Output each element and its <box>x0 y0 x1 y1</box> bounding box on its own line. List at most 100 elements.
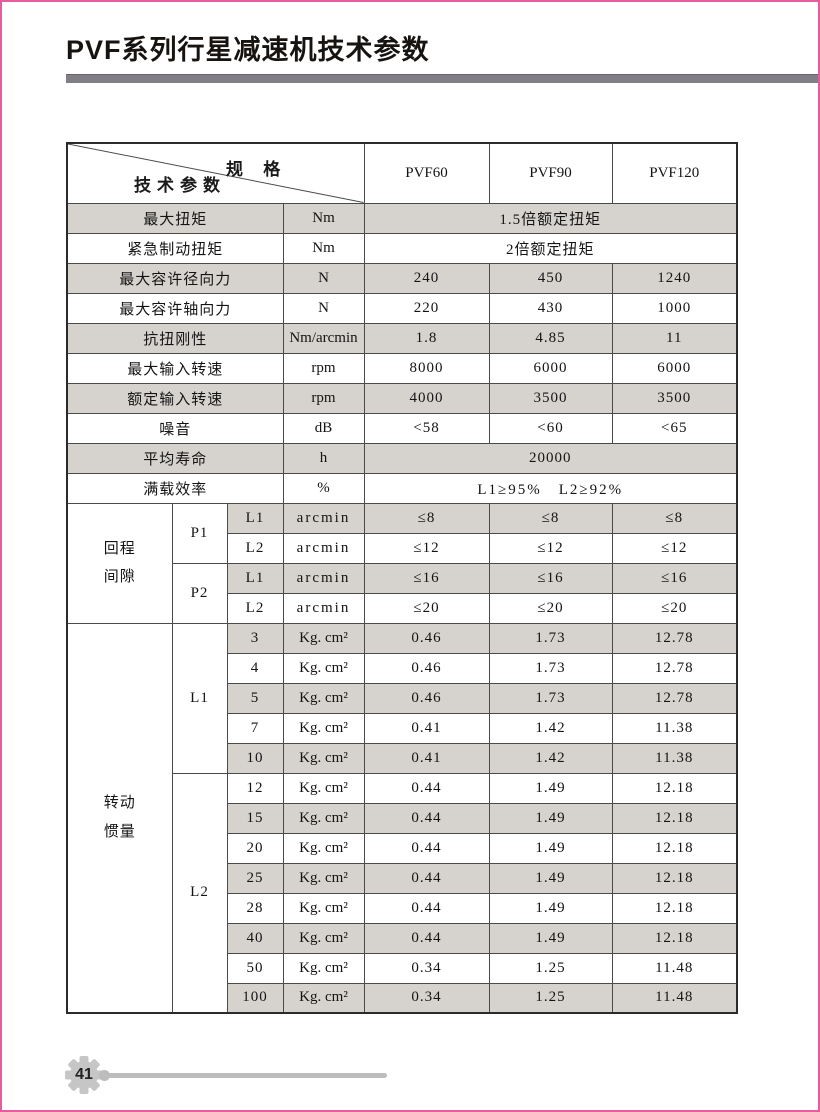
inertia-unit: Kg. cm² <box>282 622 365 654</box>
param-value: 220 <box>363 292 490 324</box>
inertia-value: 0.44 <box>363 862 490 894</box>
backlash-value: ≤8 <box>363 502 490 534</box>
inertia-unit: Kg. cm² <box>282 832 365 864</box>
param-value: 430 <box>488 292 613 324</box>
level-label: L1 <box>226 502 284 534</box>
column-header-pvf60: PVF60 <box>363 142 490 204</box>
param-unit: Nm/arcmin <box>282 322 365 354</box>
inertia-value: 12.78 <box>611 622 738 654</box>
ratio-label: 7 <box>226 712 284 744</box>
param-label: 满载效率 <box>66 472 284 504</box>
ratio-label: 10 <box>226 742 284 774</box>
inertia-unit: Kg. cm² <box>282 802 365 834</box>
inertia-unit: Kg. cm² <box>282 712 365 744</box>
ratio-label: 5 <box>226 682 284 714</box>
param-value: 4000 <box>363 382 490 414</box>
param-label: 抗扭刚性 <box>66 322 284 354</box>
footer-dot <box>99 1070 110 1081</box>
ratio-label: 15 <box>226 802 284 834</box>
inertia-value: 0.34 <box>363 982 490 1014</box>
backlash-value: ≤16 <box>611 562 738 594</box>
ratio-label: 12 <box>226 772 284 804</box>
inertia-value: 0.44 <box>363 772 490 804</box>
param-label: 最大扭矩 <box>66 202 284 234</box>
param-label: 噪音 <box>66 412 284 444</box>
line-label-l1: L1 <box>171 622 228 774</box>
param-label: 紧急制动扭矩 <box>66 232 284 264</box>
backlash-value: ≤20 <box>363 592 490 624</box>
inertia-value: 1.73 <box>488 682 613 714</box>
inertia-value: 12.18 <box>611 772 738 804</box>
ratio-label: 20 <box>226 832 284 864</box>
param-unit: rpm <box>282 352 365 384</box>
footer-rule <box>106 1073 387 1078</box>
level-label: L2 <box>226 532 284 564</box>
inertia-unit: Kg. cm² <box>282 772 365 804</box>
inertia-value: 0.44 <box>363 892 490 924</box>
param-label: 最大输入转速 <box>66 352 284 384</box>
backlash-value: ≤8 <box>611 502 738 534</box>
ratio-label: 25 <box>226 862 284 894</box>
param-value: 4.85 <box>488 322 613 354</box>
inertia-value: 0.44 <box>363 832 490 864</box>
param-value: 1.8 <box>363 322 490 354</box>
param-value: 8000 <box>363 352 490 384</box>
param-value: 1000 <box>611 292 738 324</box>
param-unit: rpm <box>282 382 365 414</box>
inertia-unit: Kg. cm² <box>282 742 365 774</box>
spec-table: 规 格 技术参数 PVF60 PVF90 PVF120 最大扭矩 Nm 1.5倍… <box>66 142 738 1014</box>
inertia-value: 1.49 <box>488 832 613 864</box>
inertia-value: 1.42 <box>488 712 613 744</box>
param-value: 450 <box>488 262 613 294</box>
inertia-value: 11.48 <box>611 982 738 1014</box>
inertia-value: 1.73 <box>488 652 613 684</box>
param-value: 6000 <box>611 352 738 384</box>
backlash-group-label: 回程间隙 <box>66 502 173 624</box>
param-unit: h <box>282 442 365 474</box>
param-unit: dB <box>282 412 365 444</box>
inertia-value: 11.38 <box>611 712 738 744</box>
diagonal-line <box>68 144 363 202</box>
param-value: 3500 <box>488 382 613 414</box>
header-spec-label: 规 格 <box>226 160 289 179</box>
inertia-value: 11.48 <box>611 952 738 984</box>
backlash-value: ≤12 <box>488 532 613 564</box>
inertia-value: 0.41 <box>363 742 490 774</box>
inertia-unit: Kg. cm² <box>282 862 365 894</box>
param-unit: Nm <box>282 232 365 264</box>
param-value: <60 <box>488 412 613 444</box>
param-label: 额定输入转速 <box>66 382 284 414</box>
param-unit: N <box>282 292 365 324</box>
inertia-unit: Kg. cm² <box>282 682 365 714</box>
level-label: L1 <box>226 562 284 594</box>
inertia-value: 0.34 <box>363 952 490 984</box>
page-title: PVF系列行星减速机技术参数 <box>66 35 430 65</box>
param-value: <58 <box>363 412 490 444</box>
param-label: 平均寿命 <box>66 442 284 474</box>
inertia-value: 1.49 <box>488 772 613 804</box>
header-diagonal-cell: 规 格 技术参数 <box>66 142 365 204</box>
backlash-value: ≤20 <box>488 592 613 624</box>
inertia-value: 0.44 <box>363 802 490 834</box>
inertia-value: 1.49 <box>488 802 613 834</box>
inertia-value: 12.18 <box>611 862 738 894</box>
ratio-label: 40 <box>226 922 284 954</box>
param-value: 1240 <box>611 262 738 294</box>
param-unit: % <box>282 472 365 504</box>
inertia-value: 1.25 <box>488 982 613 1014</box>
line-label-l2: L2 <box>171 772 228 1014</box>
param-value: 3500 <box>611 382 738 414</box>
param-value: <65 <box>611 412 738 444</box>
ratio-label: 28 <box>226 892 284 924</box>
ratio-label: 4 <box>226 652 284 684</box>
backlash-value: ≤16 <box>488 562 613 594</box>
inertia-value: 12.18 <box>611 832 738 864</box>
ratio-label: 3 <box>226 622 284 654</box>
backlash-unit: arcmin <box>282 592 365 624</box>
inertia-value: 1.49 <box>488 922 613 954</box>
inertia-value: 12.78 <box>611 652 738 684</box>
backlash-value: ≤20 <box>611 592 738 624</box>
ratio-label: 50 <box>226 952 284 984</box>
param-span-value: L1≥95% L2≥92% <box>363 472 738 504</box>
backlash-value: ≤12 <box>611 532 738 564</box>
